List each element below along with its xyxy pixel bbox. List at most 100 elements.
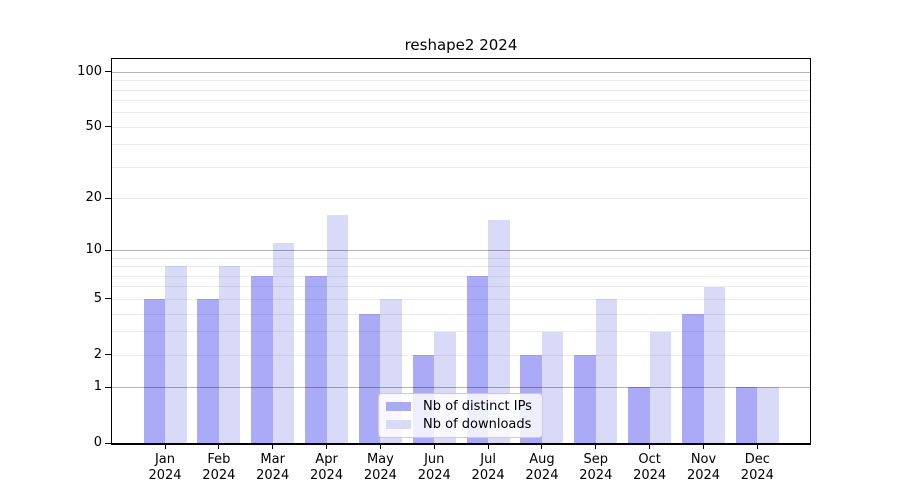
legend-item-downloads: Nb of downloads <box>386 418 542 431</box>
bar-downloads <box>272 243 295 443</box>
bar-distinct-ips <box>358 313 381 443</box>
y-axis-tick-mark <box>105 442 112 444</box>
x-axis-month-label: Feb <box>207 452 231 467</box>
x-axis-year-label: 2024 <box>363 467 397 483</box>
legend-swatch-downloads <box>386 420 411 429</box>
gridline-minor <box>112 144 810 146</box>
x-axis-tick-label: Dec 2024 <box>722 452 792 483</box>
x-axis-year-label: 2024 <box>202 467 236 483</box>
bar-distinct-ips <box>251 275 273 443</box>
x-axis-tick-mark <box>379 445 381 449</box>
x-axis-year-label: 2024 <box>256 467 290 483</box>
y-axis-tick-label: 2 <box>93 346 102 362</box>
x-axis-month-label: Aug <box>529 452 555 467</box>
plot-area <box>111 58 811 445</box>
x-axis-year-label: 2024 <box>579 467 613 483</box>
x-axis-tick-mark <box>649 445 651 449</box>
bar-downloads <box>649 331 672 443</box>
x-axis-tick-label: Jul 2024 <box>453 452 523 483</box>
x-axis-month-label: Sep <box>583 452 609 467</box>
bar-downloads <box>488 220 510 443</box>
x-axis-year-label: 2024 <box>740 467 774 483</box>
y-axis-tick-mark <box>105 354 112 356</box>
y-axis-tick-mark <box>105 197 112 199</box>
bar-distinct-ips <box>735 387 758 443</box>
x-axis-tick-label: Nov 2024 <box>669 452 739 483</box>
bar-distinct-ips <box>628 387 650 443</box>
gridline-minor <box>112 166 810 168</box>
legend-item-distinct-ips: Nb of distinct IPs <box>386 400 542 413</box>
x-axis-tick-label: May 2024 <box>345 452 415 483</box>
x-axis-tick-label: Apr 2024 <box>292 452 362 483</box>
gridline-minor <box>112 80 810 82</box>
x-axis-tick-mark <box>541 445 543 449</box>
gridline-minor <box>112 298 810 300</box>
x-axis-month-label: Jul <box>480 452 496 467</box>
gridline-minor <box>112 266 810 268</box>
y-axis-tick-mark <box>105 126 112 128</box>
x-axis-month-label: Jun <box>424 452 445 467</box>
x-axis-month-label: Jan <box>154 452 176 467</box>
bar-downloads <box>595 298 618 443</box>
gridline-major <box>112 387 810 389</box>
gridline-minor <box>112 100 810 102</box>
y-axis-tick-label: 0 <box>93 435 102 450</box>
gridline-minor <box>112 275 810 277</box>
gridline-minor <box>112 313 810 315</box>
legend: Nb of distinct IPs Nb of downloads <box>378 393 543 438</box>
y-axis-tick-mark <box>105 71 112 73</box>
gridline-minor <box>112 286 810 288</box>
x-axis-month-label: Nov <box>690 452 717 467</box>
gridline-minor <box>112 198 810 200</box>
gridline-minor <box>112 331 810 333</box>
x-axis-tick-label: Feb 2024 <box>184 452 254 483</box>
x-axis-tick-label: Jan 2024 <box>130 452 200 483</box>
x-axis-tick-mark <box>326 445 328 449</box>
x-axis-year-label: 2024 <box>310 467 344 483</box>
x-axis-tick-mark <box>595 445 597 449</box>
bar-distinct-ips <box>682 313 704 443</box>
x-axis-year-label: 2024 <box>525 467 559 483</box>
chart-title: reshape2 2024 <box>404 36 518 54</box>
bar-downloads <box>757 387 779 443</box>
legend-swatch-distinct-ips <box>386 402 411 411</box>
x-axis-year-label: 2024 <box>417 467 451 483</box>
bar-distinct-ips <box>197 298 219 443</box>
x-axis-month-label: Dec <box>744 452 770 467</box>
x-axis-tick-mark <box>218 445 220 449</box>
bar-distinct-ips <box>574 354 596 443</box>
x-axis-month-label: May <box>366 452 394 467</box>
legend-label-distinct-ips: Nb of distinct IPs <box>423 399 532 414</box>
x-axis-month-label: Apr <box>315 452 338 467</box>
bar-distinct-ips <box>143 298 165 443</box>
gridline-minor <box>112 126 810 128</box>
bar-downloads <box>541 331 564 443</box>
x-axis-year-label: 2024 <box>633 467 667 483</box>
bar-distinct-ips <box>305 275 327 443</box>
y-axis-tick-label: 20 <box>85 190 102 206</box>
legend-label-downloads: Nb of downloads <box>423 417 532 432</box>
gridline-major <box>112 250 810 252</box>
gridline-minor <box>112 257 810 259</box>
y-axis-tick-mark <box>105 386 112 388</box>
y-axis-tick-label: 10 <box>85 242 102 258</box>
bar-downloads <box>218 266 241 443</box>
y-axis-tick-label: 1 <box>93 379 102 395</box>
y-axis-tick-label: 5 <box>93 290 102 306</box>
x-axis-tick-mark <box>756 445 758 449</box>
x-axis-month-label: Oct <box>638 452 661 467</box>
x-axis-year-label: 2024 <box>471 467 505 483</box>
bar-downloads <box>326 215 349 443</box>
y-axis-tick-mark <box>105 249 112 251</box>
y-axis-tick-label: 100 <box>77 63 102 79</box>
gridline-minor <box>112 354 810 356</box>
x-axis-tick-mark <box>164 445 166 449</box>
gridline-minor <box>112 89 810 91</box>
x-axis-tick-label: Jun 2024 <box>399 452 469 483</box>
x-axis-tick-mark <box>433 445 435 449</box>
x-axis-tick-mark <box>272 445 274 449</box>
y-axis-tick-label: 50 <box>85 118 102 134</box>
gridline-major <box>112 71 810 73</box>
x-axis-tick-label: Aug 2024 <box>507 452 577 483</box>
